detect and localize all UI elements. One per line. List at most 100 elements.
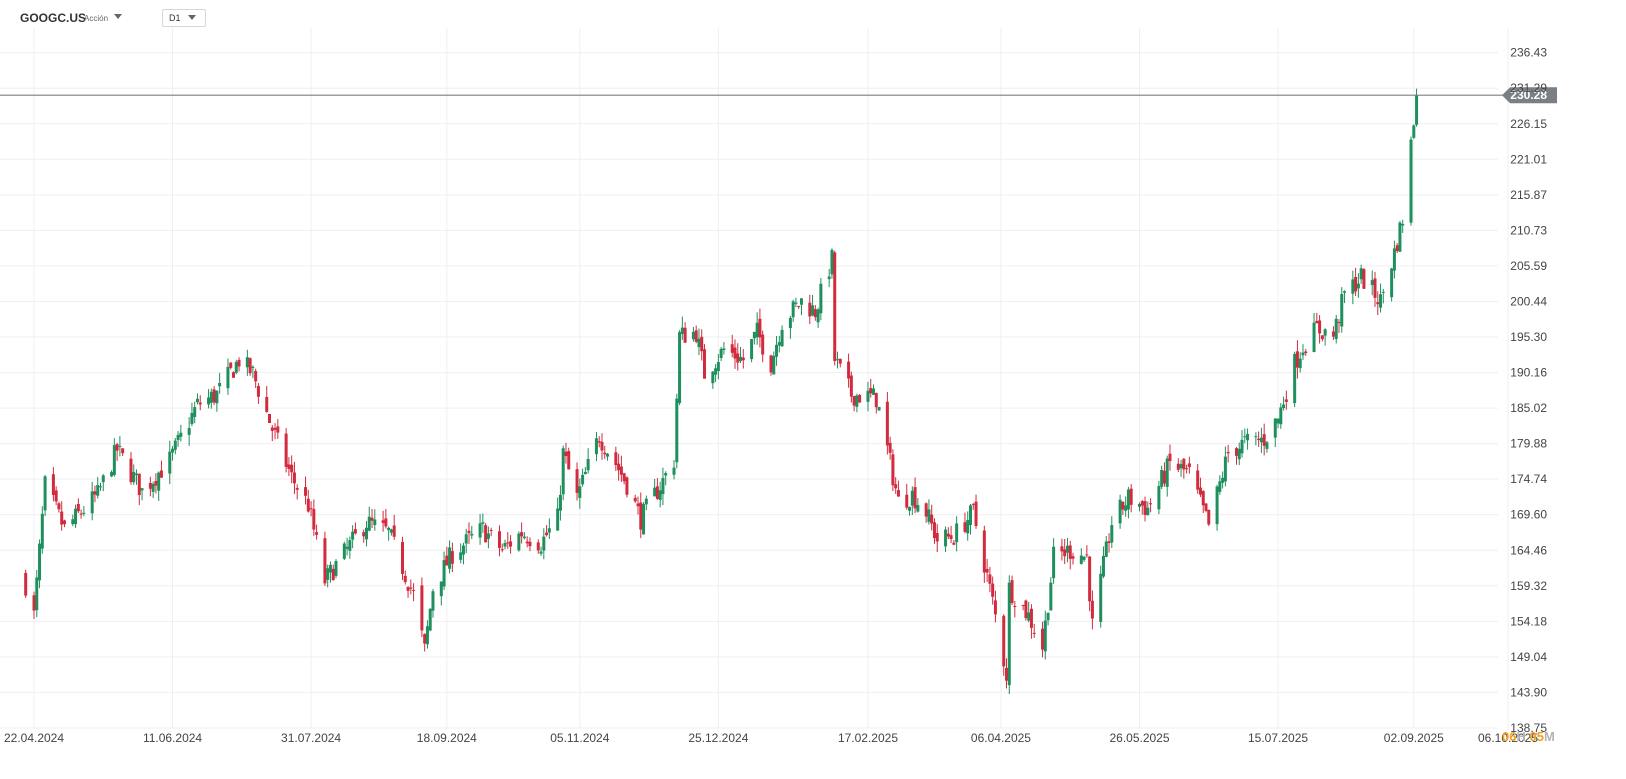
candle <box>852 395 856 412</box>
candle-body <box>927 509 931 522</box>
candle <box>561 445 565 501</box>
candle <box>733 339 737 369</box>
candle-body <box>121 448 125 454</box>
candle <box>24 569 28 598</box>
candle <box>1160 465 1164 490</box>
candle <box>500 543 504 553</box>
candle <box>944 526 948 552</box>
candle <box>1298 352 1302 373</box>
candle <box>389 528 393 536</box>
candle <box>658 481 662 508</box>
candle-body <box>1392 248 1396 271</box>
candle-body <box>387 527 391 531</box>
candle-body <box>1226 451 1230 454</box>
candle-body <box>154 480 158 486</box>
candle-body <box>791 301 795 318</box>
candle <box>905 483 909 510</box>
candle-body <box>1185 468 1189 470</box>
candle-body <box>866 390 870 402</box>
candle-body <box>988 574 992 584</box>
candle-body <box>1395 245 1399 252</box>
candle-body <box>168 451 172 474</box>
last-price-label: 230.28 <box>1510 88 1547 102</box>
candle <box>619 455 623 482</box>
candle-body <box>1315 320 1319 324</box>
candle <box>799 298 803 316</box>
candle <box>1323 328 1327 346</box>
symbol-dropdown-icon[interactable] <box>114 14 122 19</box>
candle <box>1234 447 1238 465</box>
candle-body <box>254 371 258 382</box>
candle <box>151 481 155 499</box>
countdown-hours-unit: H <box>1516 729 1526 744</box>
candle <box>694 325 698 344</box>
symbol-type: Acción <box>84 14 109 23</box>
candle <box>315 524 319 540</box>
candle-body <box>176 434 180 440</box>
candle <box>1121 501 1125 516</box>
candle-body <box>697 338 701 348</box>
price-axis: 236.43 231.29 226.15 221.01 215.87 210.73 205.… <box>1510 46 1547 735</box>
candle <box>373 509 377 531</box>
candle-body <box>450 551 454 564</box>
candle <box>1401 219 1405 233</box>
candle <box>168 440 172 485</box>
candle-body <box>306 498 310 512</box>
candle-body <box>179 432 183 437</box>
candle <box>351 525 355 549</box>
date-tick-label: 22.04.2024 <box>4 731 64 745</box>
candle <box>323 531 327 586</box>
candle-body <box>295 488 299 490</box>
candle <box>348 536 352 559</box>
candle <box>691 327 695 342</box>
candle-body <box>412 589 416 591</box>
candle-body <box>869 388 873 394</box>
candle-body <box>1052 546 1056 579</box>
candle-body <box>597 441 601 443</box>
candle <box>988 566 992 593</box>
candle-body <box>226 366 230 389</box>
timeframe-select[interactable]: D1 <box>162 9 206 27</box>
candle-body <box>406 587 410 591</box>
candle <box>736 343 740 371</box>
candle-body <box>739 356 743 362</box>
candle-body <box>1007 582 1011 686</box>
candle-body <box>1282 404 1286 409</box>
candle-body <box>622 473 626 482</box>
candle <box>545 525 549 537</box>
candle <box>1099 565 1103 628</box>
candle <box>328 561 332 583</box>
candle <box>486 526 490 549</box>
candle-body <box>401 541 404 574</box>
candle <box>1293 351 1297 408</box>
candle-body <box>1146 507 1150 516</box>
candle-body <box>1356 283 1360 289</box>
candle-body <box>461 545 465 555</box>
candle-body <box>1243 436 1247 438</box>
symbol-name[interactable]: GOOGC.US <box>20 11 87 25</box>
candle-body <box>703 349 707 379</box>
candle-body <box>542 536 546 551</box>
candle-body <box>1362 269 1366 289</box>
candle <box>1207 509 1211 526</box>
candle-body <box>758 318 762 338</box>
candle-body <box>503 543 507 547</box>
candle <box>835 351 839 369</box>
candle-body <box>849 375 853 397</box>
candle-body <box>935 532 939 542</box>
price-tick-label: 190.16 <box>1510 366 1547 380</box>
candle <box>811 295 815 317</box>
candle <box>497 525 501 557</box>
countdown-hours: 06 <box>1502 729 1517 744</box>
candle-body <box>420 585 424 631</box>
candle <box>1041 621 1045 658</box>
candle <box>819 278 823 321</box>
candle-body <box>835 359 839 361</box>
date-tick-label: 06.04.2025 <box>971 731 1031 745</box>
candle <box>503 539 507 550</box>
candle <box>711 371 715 389</box>
candle <box>885 391 889 455</box>
candle-body <box>38 543 42 581</box>
candle <box>90 481 94 521</box>
